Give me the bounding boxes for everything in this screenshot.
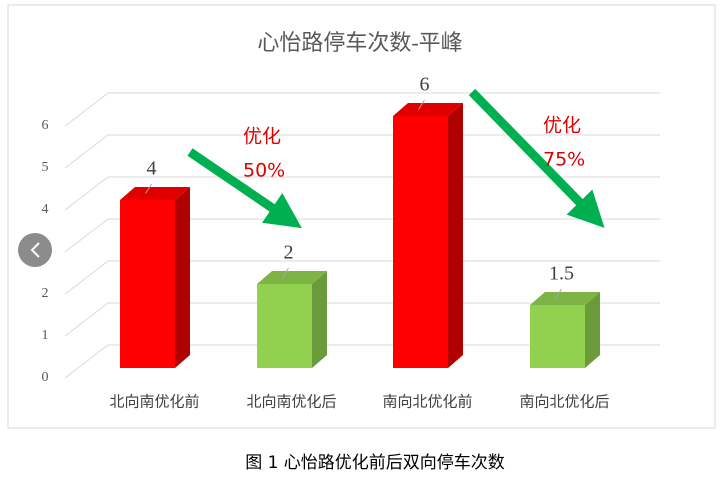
chart-title: 心怡路停车次数-平峰: [257, 30, 462, 55]
arrow: [468, 88, 605, 228]
grid-line: [64, 134, 660, 169]
leader-line: [282, 267, 289, 278]
bar: [257, 284, 312, 368]
y-tick-label: 1: [42, 328, 49, 343]
annotation-value: 50%: [243, 160, 285, 182]
bar: [530, 305, 585, 368]
grid-line: [64, 176, 660, 211]
bar-top: [120, 187, 190, 200]
x-tick-label: 北向南优化后: [246, 393, 336, 410]
grid-line: [64, 344, 660, 379]
annotation-label: 优化: [543, 115, 581, 137]
annotation-value: 75%: [543, 149, 585, 171]
data-label: 6: [420, 74, 430, 96]
data-label: 1.5: [549, 263, 574, 285]
bar-top: [257, 271, 327, 284]
x-tick-label: 北向南优化前: [109, 393, 199, 410]
bar-top: [530, 292, 600, 305]
bar-top: [393, 103, 463, 116]
arrow: [187, 148, 302, 229]
plot: 0123456北向南优化前4北向南优化后2南向北优化前6南向北优化后1.5: [42, 74, 660, 410]
bar-side: [585, 292, 600, 368]
y-tick-label: 4: [42, 202, 49, 217]
x-tick-label: 南向北优化前: [382, 393, 472, 410]
y-tick-label: 2: [42, 286, 49, 301]
grid-line: [64, 302, 660, 337]
data-label: 2: [284, 242, 294, 264]
nav-icon: [30, 242, 40, 258]
annotation-label: 优化: [243, 126, 281, 148]
chart-frame: [7, 4, 716, 429]
y-tick-label: 6: [42, 118, 49, 133]
bar-side: [312, 271, 327, 368]
bar-side: [448, 103, 463, 368]
bar: [393, 116, 448, 368]
bar: [120, 200, 175, 368]
bar-side: [175, 187, 190, 368]
data-label: 4: [147, 158, 157, 180]
y-tick-label: 5: [42, 160, 49, 175]
grid-line: [64, 260, 660, 295]
leader-line: [145, 183, 152, 194]
caption: 图 1 心怡路优化前后双向停车次数: [245, 453, 505, 473]
x-tick-label: 南向北优化后: [519, 393, 609, 410]
grid-line: [64, 218, 660, 253]
leader-line: [418, 99, 425, 110]
leader-line: [555, 288, 562, 299]
nav-button[interactable]: [18, 233, 52, 267]
y-tick-label: 0: [42, 370, 49, 385]
